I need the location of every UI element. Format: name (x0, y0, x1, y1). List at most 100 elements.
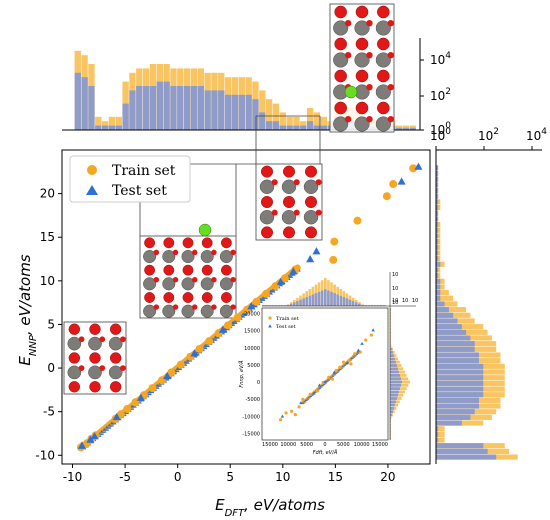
inset-top-hist-test-bar (345, 298, 349, 306)
inset-right-hist-test-bar (390, 420, 391, 423)
oxygen-atom (191, 304, 198, 310)
inset-right-hist-test-bar (390, 393, 398, 397)
inset-y-tick-label-6: -10000 (242, 414, 260, 420)
oxygen-atom (344, 52, 352, 59)
legend: Train set Test set (69, 155, 191, 203)
train-point-22 (261, 289, 270, 298)
inset-y-tick-label-0: 20000 (244, 312, 260, 318)
inset-train-point-8 (327, 375, 331, 379)
train-point-18 (224, 321, 233, 330)
inset-x-tick-label-1: 10000 (280, 442, 296, 448)
structure-inset-2 (139, 223, 237, 319)
top-hist-tick-label-1: 102 (430, 87, 451, 103)
inset-legend-train-marker (268, 316, 272, 320)
top-hist-test-bar-48 (402, 127, 409, 130)
inset-test-point-4 (332, 370, 336, 374)
inset-right-hist-tick-0: 10 (392, 298, 398, 304)
x-tick-label-5: 15 (328, 470, 343, 484)
inset-train-point-3 (297, 405, 301, 409)
metal-atom (303, 210, 319, 225)
right-hist-test-bar-38 (436, 239, 439, 245)
inset-top-hist-test-bar (364, 305, 367, 306)
inset-x-tick-label-2: 5000 (300, 442, 313, 448)
oxygen-atom (221, 237, 232, 249)
oxygen-atom (99, 365, 106, 371)
top-hist-test-bar-16 (183, 86, 191, 130)
inset-top-hist-test-bar (361, 305, 364, 306)
inset-top-hist-test-bar (336, 294, 339, 306)
inset-right-hist-test-bar (390, 423, 391, 427)
metal-atom (67, 336, 82, 351)
test-point-13 (397, 177, 406, 185)
y-tick-label-4: 10 (40, 274, 55, 288)
right-hist-test-bar-15 (436, 369, 484, 375)
inset-top-hist-test-bar (367, 305, 370, 306)
right-hist-test-bar-39 (436, 233, 439, 239)
right-hist-test-bar-23 (436, 324, 462, 330)
inset-train-point-10 (338, 365, 342, 369)
right-hist-test-bar-26 (436, 307, 449, 313)
right-hist-test-bar-29 (436, 290, 441, 296)
inset-right-hist-test-bar (390, 324, 391, 328)
inset-train-point-13 (353, 352, 357, 356)
inset-right-hist-test-bar (390, 308, 391, 311)
test-point-11 (306, 255, 315, 263)
right-hist-test-bar-14 (436, 375, 484, 381)
metal-atom (333, 20, 349, 36)
oxygen-atom (355, 37, 369, 51)
inset-right-hist-test-bar (390, 400, 396, 404)
inset-train-point-19 (349, 362, 353, 366)
test-point-4 (136, 393, 145, 401)
top-histogram (74, 50, 416, 131)
right-hist-test-bar-0 (436, 454, 497, 460)
right-hist-test-bar-35 (436, 256, 439, 262)
right-hist-train-bar-26 (436, 307, 467, 313)
train-point-28 (353, 216, 362, 225)
oxygen-atom (201, 292, 213, 303)
inset-top-hist-test-bar (262, 305, 265, 306)
oxygen-atom (355, 69, 369, 83)
inset-train-point-4 (301, 397, 305, 401)
right-hist-test-bar-41 (436, 222, 439, 228)
x-tick-label-3: 5 (226, 470, 234, 484)
x-tick-label-1: -5 (119, 470, 131, 484)
inset-right-hist-test-bar (390, 387, 400, 390)
top-hist-test-bar-7 (122, 103, 129, 130)
structure-inset-3 (255, 163, 323, 241)
structure-inset-2-frame (139, 235, 237, 319)
main-plot-frame (61, 149, 431, 465)
oxygen-atom (144, 264, 155, 276)
train-point-7 (123, 405, 132, 414)
top-hist-train-bar-27 (259, 90, 266, 130)
inset-top-hist-test-bar (286, 305, 290, 306)
oxygen-atom (163, 264, 175, 276)
inset-top-hist-test-bar (370, 305, 374, 306)
top-hist-train-bar-29 (272, 103, 280, 130)
right-hist-tick-label-2: 104 (526, 127, 547, 143)
oxygen-atom (387, 116, 394, 123)
inset-test-point-6 (356, 348, 361, 352)
oxygen-atom (283, 226, 295, 239)
top-hist-train-bar-3 (95, 116, 102, 130)
inset-test-point-2 (312, 391, 316, 395)
right-hist-test-bar-18 (436, 352, 479, 358)
inset-right-hist-test-bar (390, 436, 391, 440)
top-hist-test-bar-2 (88, 86, 95, 130)
right-hist-test-bar-49 (436, 176, 439, 182)
top-hist-test-bar-25 (245, 94, 252, 130)
right-hist-test-bar-24 (436, 318, 458, 324)
oxygen-atom (68, 381, 81, 393)
oxygen-atom (191, 277, 198, 283)
inset-top-hist-test-bar (271, 305, 274, 306)
right-hist-test-bar-25 (436, 312, 454, 318)
oxygen-atom (153, 277, 160, 283)
inset-top-hist-test-bar (342, 297, 346, 306)
inset-y-tick-label-1: 15000 (244, 329, 260, 335)
top-hist-test-bar-36 (320, 125, 327, 130)
test-point-14 (414, 162, 423, 170)
right-hist-test-bar-7 (436, 414, 471, 420)
right-hist-test-bar-42 (436, 216, 439, 222)
top-hist-train-bar-6 (115, 116, 122, 130)
train-point-26 (329, 255, 338, 264)
